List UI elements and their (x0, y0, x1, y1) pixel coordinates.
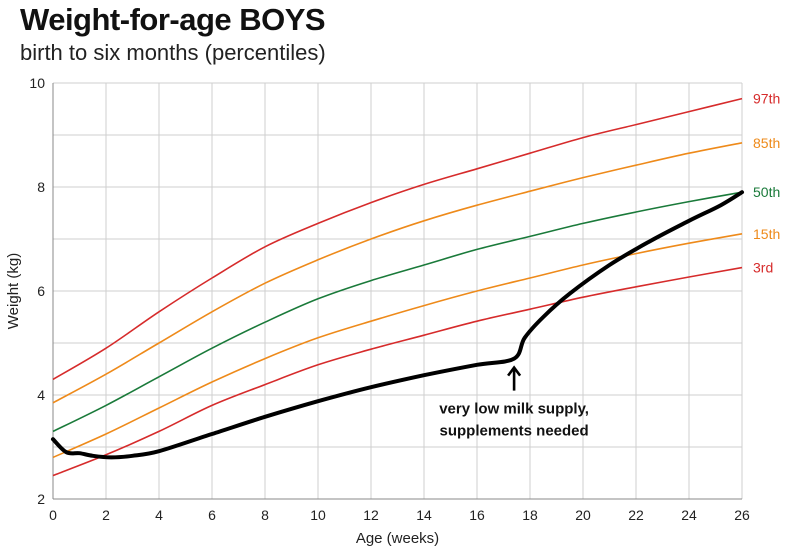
baby-weight-line (51, 190, 744, 460)
annotation-text-line: supplements needed (439, 423, 588, 440)
series-line-15th (52, 233, 743, 459)
series-label-97th: 97th (753, 91, 780, 107)
y-tick-label: 8 (37, 179, 45, 195)
series-line-85th (52, 142, 743, 404)
annotation-text-line: very low milk supply, (439, 401, 589, 418)
y-tick-label: 10 (29, 75, 45, 91)
annotation-arrowhead (507, 365, 522, 377)
x-tick-label: 18 (522, 507, 538, 523)
x-tick-label: 26 (734, 507, 750, 523)
x-tick-label: 4 (155, 507, 163, 523)
series-line-97th (52, 97, 743, 381)
x-tick-label: 16 (469, 507, 485, 523)
series-label-50th: 50th (753, 184, 780, 200)
chart-title: Weight-for-age BOYS (20, 2, 326, 37)
x-tick-label: 22 (628, 507, 644, 523)
percentile-labels: 97th 85th 50th 15th 3rd (753, 91, 780, 276)
baby-weight-curve (51, 190, 744, 460)
series-line-3rd (52, 266, 743, 477)
y-tick-label: 4 (37, 387, 45, 403)
series-line-50th (52, 191, 743, 433)
x-axis-label: Age (weeks) (356, 530, 439, 547)
x-tick-label: 0 (49, 507, 57, 523)
grid (52, 82, 743, 500)
y-tick-label: 2 (37, 491, 45, 507)
annotation: very low milk supply, supplements needed (439, 365, 589, 440)
x-tick-label: 2 (102, 507, 110, 523)
x-tick-label: 24 (681, 507, 697, 523)
x-tick-label: 10 (310, 507, 326, 523)
percentile-series (52, 97, 743, 477)
x-tick-label: 12 (363, 507, 379, 523)
x-tick-label: 6 (208, 507, 216, 523)
x-tick-label: 8 (261, 507, 269, 523)
chart-subtitle: birth to six months (percentiles) (20, 40, 326, 65)
series-label-15th: 15th (753, 226, 780, 242)
y-tick-label: 6 (37, 283, 45, 299)
series-label-3rd: 3rd (753, 260, 773, 276)
x-tick-label: 20 (575, 507, 591, 523)
series-label-85th: 85th (753, 135, 780, 151)
y-axis-label: Weight (kg) (5, 253, 22, 329)
x-tick-label: 14 (416, 507, 432, 523)
